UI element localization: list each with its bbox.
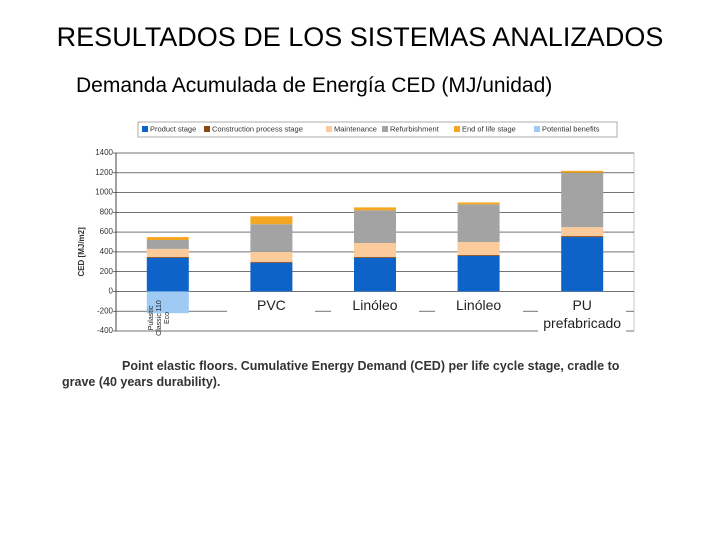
- bar-segment: [561, 170, 604, 173]
- bar-segment: [250, 251, 293, 262]
- legend-label: Refurbishment: [390, 124, 440, 133]
- bar-segment: [457, 202, 500, 205]
- bar-segment: [457, 254, 500, 256]
- y-tick-label: -200: [97, 306, 114, 315]
- bar-segment: [354, 242, 396, 257]
- legend-swatch: [142, 126, 148, 132]
- y-tick-label: 1400: [95, 148, 113, 157]
- x-tick-label: Pulastic Classic 110 Eco: [147, 300, 171, 336]
- legend-swatch: [534, 126, 540, 132]
- bar-segment: [354, 207, 396, 211]
- y-tick-label: 200: [100, 267, 114, 276]
- bar-segment: [250, 261, 293, 263]
- bar-segment: [457, 242, 500, 255]
- bar-segment: [561, 236, 604, 238]
- legend-swatch: [382, 126, 388, 132]
- legend-swatch: [326, 126, 332, 132]
- legend-label: Potential benefits: [542, 124, 600, 133]
- y-tick-label: 400: [100, 247, 114, 256]
- legend-label: Product stage: [150, 124, 196, 133]
- bar-segment: [250, 262, 293, 292]
- y-tick-label: 800: [100, 207, 114, 216]
- bar-segment: [250, 216, 293, 225]
- y-tick-label: 0: [109, 287, 114, 296]
- legend: Product stage Construction process stage M…: [137, 121, 618, 138]
- x-tick-label: Linóleo: [434, 296, 523, 314]
- y-tick-label: 600: [100, 227, 114, 236]
- slide-subtitle: Demanda Acumulada de Energía CED (MJ/uni…: [76, 74, 553, 97]
- chart-caption: Point elastic floors. Cumulative Energy …: [62, 359, 620, 389]
- y-axis-label: CED [MJ/m2]: [77, 227, 86, 277]
- legend-box: [137, 121, 618, 138]
- bar-segment: [561, 227, 604, 237]
- x-tick-label: PU prefabricado: [538, 296, 627, 332]
- y-tick-label: 1200: [95, 168, 113, 177]
- bar-segment: [561, 172, 604, 228]
- bar-segment: [146, 291, 189, 314]
- x-tick-label: PVC: [227, 296, 316, 314]
- bar-segment: [354, 256, 396, 258]
- y-tick-label: 1000: [95, 188, 113, 197]
- bar-segment: [250, 224, 293, 252]
- bar-segment: [146, 237, 189, 241]
- legend-swatch: [204, 126, 210, 132]
- bar-segment: [457, 204, 500, 242]
- slide-title: RESULTADOS DE LOS SISTEMAS ANALIZADOS: [56, 22, 664, 52]
- legend-label: Maintenance: [334, 124, 377, 133]
- bar-segment: [561, 237, 604, 292]
- bar-segment: [457, 255, 500, 292]
- bar-segment: [146, 248, 189, 257]
- bar-segment: [146, 240, 189, 249]
- legend-label: Construction process stage: [212, 124, 303, 133]
- y-tick-label: -400: [97, 326, 114, 335]
- legend-label: End of life stage: [462, 124, 516, 133]
- bar-segment: [146, 257, 189, 292]
- bar-segment: [354, 210, 396, 243]
- legend-swatch: [454, 126, 460, 132]
- bar-segment: [146, 256, 189, 258]
- bar-segment: [354, 257, 396, 292]
- x-tick-label: Linóleo: [331, 296, 419, 314]
